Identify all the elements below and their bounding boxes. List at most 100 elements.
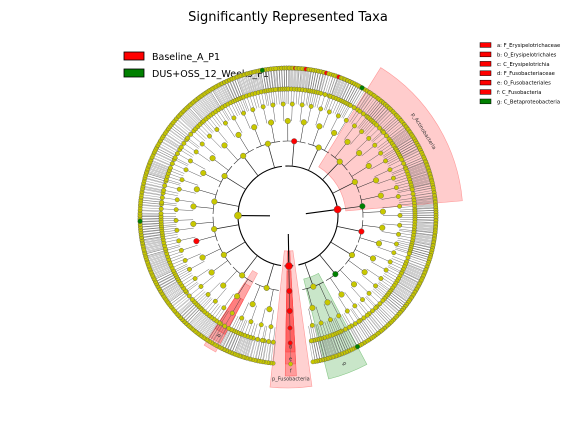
leaf-branch xyxy=(408,169,429,177)
key-label: b: O_Erysipelotrichales xyxy=(497,52,557,58)
leaf-branch xyxy=(150,160,171,169)
leaf-branch xyxy=(395,137,414,149)
branch xyxy=(326,320,333,336)
leaf-branch xyxy=(226,331,236,351)
leaf-branch xyxy=(340,81,350,101)
leaf-branch xyxy=(413,232,435,236)
tree-node xyxy=(352,303,358,309)
leaf-branch xyxy=(275,68,278,90)
leaf-node xyxy=(310,359,316,365)
leaf-branch xyxy=(212,88,224,107)
leaf-branch xyxy=(388,293,406,307)
branch xyxy=(223,293,234,308)
leaf-branch xyxy=(204,320,217,339)
leaf-branch xyxy=(335,333,345,354)
branch xyxy=(198,295,210,307)
branch xyxy=(272,104,276,122)
leaf-branch xyxy=(164,133,183,146)
leaf-branch xyxy=(184,306,200,322)
leaf-branch xyxy=(145,177,166,184)
leaf-branch xyxy=(338,332,347,352)
branch xyxy=(362,299,373,311)
leaf-node xyxy=(288,361,293,367)
branch xyxy=(244,321,250,336)
branch xyxy=(394,248,410,254)
leaf-branch xyxy=(205,321,218,340)
leaf-branch xyxy=(414,222,436,225)
leaf-branch xyxy=(410,247,432,254)
branch xyxy=(397,240,413,244)
leaf-branch xyxy=(181,112,198,128)
tree-node xyxy=(351,281,358,288)
leaf-branch xyxy=(330,76,339,97)
leaf-node xyxy=(273,66,279,71)
leaf-branch xyxy=(409,253,430,260)
leaf-branch xyxy=(216,327,227,346)
leaf-branch xyxy=(311,340,316,362)
leaf-branch xyxy=(387,295,404,309)
branch xyxy=(379,143,393,153)
leaf-branch xyxy=(232,78,241,99)
leaf-branch xyxy=(414,201,436,204)
tree-node xyxy=(366,135,372,141)
phylum-arc xyxy=(285,165,339,266)
leaf-branch xyxy=(180,302,196,318)
leaf-branch xyxy=(406,262,426,271)
branch xyxy=(213,113,223,126)
key-label: f: C_Fusobacteria xyxy=(497,90,541,96)
tree-node xyxy=(188,158,193,164)
leaf-branch xyxy=(409,171,430,178)
leaf-branch xyxy=(404,266,424,276)
leaf-branch xyxy=(414,219,436,221)
leaf-branch xyxy=(142,240,164,245)
branch xyxy=(381,231,399,235)
leaf-branch xyxy=(159,278,178,290)
branch xyxy=(264,91,268,106)
leaf-branch xyxy=(162,137,181,149)
branch xyxy=(371,131,383,142)
tree-node xyxy=(318,320,324,326)
leaf-branch xyxy=(412,241,433,246)
leaf-branch xyxy=(383,118,400,133)
tree-node xyxy=(172,155,178,161)
branch xyxy=(384,151,398,160)
leaf-branch xyxy=(332,334,340,355)
tree-node xyxy=(221,305,227,311)
leaf-branch xyxy=(404,267,424,277)
tree-node xyxy=(391,175,396,181)
leaf-branch xyxy=(173,122,190,137)
leaf-branch xyxy=(279,68,281,90)
leaf-branch xyxy=(407,167,428,175)
branch xyxy=(373,288,385,299)
leaf-branch xyxy=(155,149,175,160)
leaf-branch xyxy=(150,263,171,272)
leaf-branch xyxy=(346,84,358,104)
leaf-branch xyxy=(365,316,379,334)
branch xyxy=(319,254,336,275)
leaf-branch xyxy=(405,159,425,168)
branch xyxy=(343,312,352,327)
branch xyxy=(308,147,320,171)
tree-node xyxy=(374,122,379,128)
leaf-branch xyxy=(295,68,297,90)
leaf-branch xyxy=(411,245,432,251)
tree-node xyxy=(229,310,235,316)
branch xyxy=(249,94,255,110)
branch xyxy=(322,111,330,128)
tree-node xyxy=(315,144,322,151)
leaf-branch xyxy=(402,271,422,282)
branch xyxy=(162,234,178,237)
branch xyxy=(166,248,182,254)
branch xyxy=(357,180,377,189)
leaf-branch xyxy=(355,90,368,109)
branch xyxy=(268,90,272,106)
branch xyxy=(194,291,206,302)
tree-node xyxy=(220,282,227,289)
tree-node xyxy=(266,339,272,344)
leaf-branch xyxy=(153,268,173,278)
leaf-branch xyxy=(362,318,375,337)
leaf-branch xyxy=(236,77,244,98)
leaf-branch xyxy=(166,131,184,144)
leaf-branch xyxy=(264,69,269,91)
branch xyxy=(362,211,383,213)
